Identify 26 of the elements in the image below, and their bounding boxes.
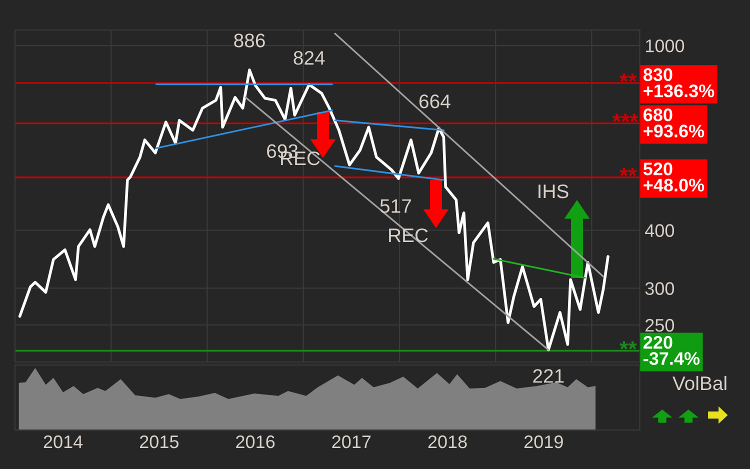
text: VolBal [672,376,726,390]
y-tick-label: 400 [645,224,674,237]
ref-line-label: 220 -37.4% [644,336,700,365]
annotation: ** [620,341,637,350]
annotation: 886 [234,34,265,48]
annotation: ** [620,74,637,82]
annotation: 221 [533,369,564,383]
line-series [18,68,610,352]
x-tick-label: 2018 [428,435,467,448]
ref-line-label: 830 +136.3% [643,68,714,98]
annotation: 664 [419,94,450,108]
x-tick-label: 2017 [332,435,371,448]
x-tick-label: 2019 [524,435,563,448]
x-tick-label: 2016 [236,435,275,448]
y-tick-label: 300 [645,282,674,295]
x-tick-label: 2014 [44,435,83,448]
annotation: 517 [380,199,411,213]
annotation: *** [612,114,638,122]
ref-line-label: 680 +93.6% [644,108,704,138]
x-tick-label: 2015 [140,435,178,448]
annotation: IHS [538,184,568,198]
annotation: 824 [294,51,325,65]
y-tick-label: 250 [646,318,674,332]
ref-line-label: 520 +48.0% [643,162,704,192]
y-tick-label: 1000 [646,39,684,52]
annotation: ** [620,168,637,176]
